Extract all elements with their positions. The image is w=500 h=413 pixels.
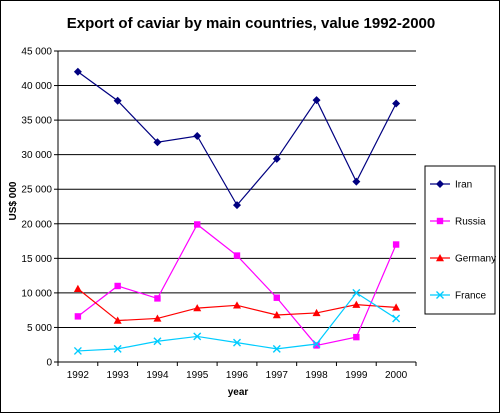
plot-area: 0 5 000 10 000 15 000 20 000 25 000 30 000 35 0… [21,47,417,381]
legend-box [424,165,496,315]
legend-marker-iran [436,180,444,188]
series-france [73,288,401,355]
y-tick-label: 0 [46,358,52,369]
legend-marker-germany [436,254,444,262]
x-tick-label: 2000 [385,370,408,381]
data-point-germany [73,284,82,292]
data-point-germany [392,303,401,311]
data-point-russia [74,313,82,320]
series-iran [73,67,401,210]
y-tick-label: 30 000 [21,150,52,161]
data-point-iran [352,177,361,186]
legend: Iran Russia Germany France [424,165,496,315]
legend-label-france: France [455,291,487,302]
data-point-russia [194,221,201,228]
data-point-iran [113,96,122,105]
data-point-france [272,344,281,353]
x-tick-label: 1999 [345,370,368,381]
series-germany [73,284,401,324]
data-point-russia [233,252,241,259]
y-tick-label: 25 000 [21,185,52,196]
y-tick-label: 5 000 [27,323,52,334]
y-axis-title: US$ 000 [8,181,19,220]
data-point-iran [193,132,202,141]
series-russia [74,221,400,349]
legend-label-russia: Russia [455,217,486,228]
data-point-germany [233,301,241,309]
y-tick-label: 10 000 [21,288,52,299]
data-point-russia [273,294,280,301]
chart-title: Export of caviar by main countries, valu… [67,15,436,32]
data-point-russia [154,295,161,302]
y-tick-label: 45 000 [21,47,52,58]
x-tick-label: 1994 [146,370,169,381]
legend-item-iran: Iran [430,180,472,191]
data-point-france [113,344,122,353]
data-point-france [233,338,241,347]
data-point-iran [73,67,82,76]
data-point-iran [312,96,321,105]
series-line-iran [77,71,397,207]
data-point-russia [353,333,360,341]
data-point-france [392,314,401,323]
data-point-germany [272,311,281,319]
y-tick-label: 40 000 [21,81,52,92]
y-tick-label: 15 000 [21,254,52,265]
data-point-germany [312,308,321,317]
data-point-france [193,332,202,341]
legend-marker-france [436,291,444,299]
legend-label-germany: Germany [455,254,496,265]
data-point-iran [233,201,241,210]
data-point-france [73,346,82,355]
x-tick-label: 1997 [266,370,289,381]
data-point-russia [313,342,320,349]
x-tick-label: 1992 [67,370,90,381]
data-point-iran [392,99,401,108]
legend-item-russia: Russia [430,217,486,228]
data-point-russia [392,241,400,248]
data-point-france [153,337,162,346]
data-point-iran [153,138,162,147]
data-point-russia [114,282,121,290]
y-tick-label: 35 000 [21,116,52,127]
x-tick-label: 1995 [186,370,209,381]
data-point-france [312,340,321,349]
x-axis-title: year [228,387,249,398]
y-tick-label: 20 000 [21,219,52,230]
x-tick-label: 1993 [107,370,130,381]
legend-label-iran: Iran [455,180,472,191]
data-point-iran [272,154,281,163]
x-tick-label: 1998 [305,370,328,381]
data-point-germany [113,316,122,324]
data-point-germany [153,314,162,322]
data-point-germany [193,304,202,312]
data-point-germany [352,300,361,308]
legend-item-germany: Germany [430,254,496,265]
legend-marker-russia [436,217,444,225]
legend-item-france: France [430,291,487,302]
x-tick-label: 1996 [226,370,249,381]
data-point-france [352,288,361,297]
